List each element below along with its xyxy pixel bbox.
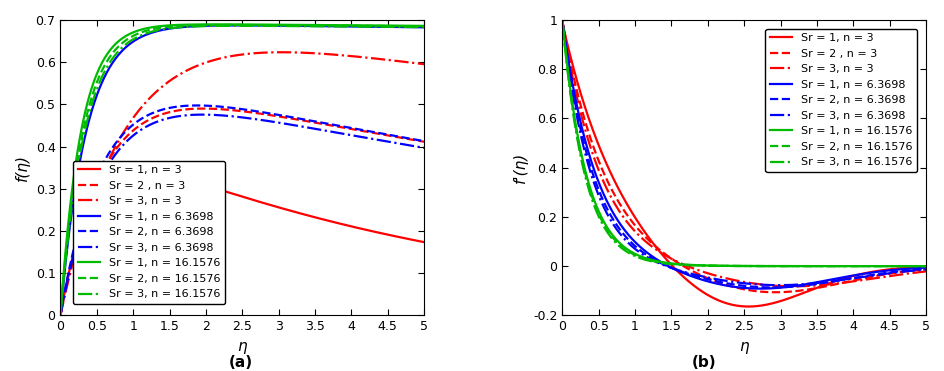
Legend: Sr = 1, n = 3, Sr = 2 , n = 3, Sr = 3, n = 3, Sr = 1, n = 6.3698, Sr = 2, n = 6.: Sr = 1, n = 3, Sr = 2 , n = 3, Sr = 3, n… <box>74 161 225 304</box>
X-axis label: η: η <box>738 339 749 354</box>
X-axis label: η: η <box>237 339 246 354</box>
Y-axis label: f(η): f(η) <box>15 154 30 181</box>
Y-axis label: f'(η): f'(η) <box>512 152 527 183</box>
Text: (a): (a) <box>228 355 253 370</box>
Legend: Sr = 1, n = 3, Sr = 2 , n = 3, Sr = 3, n = 3, Sr = 1, n = 6.3698, Sr = 2, n = 6.: Sr = 1, n = 3, Sr = 2 , n = 3, Sr = 3, n… <box>765 29 916 172</box>
Text: (b): (b) <box>691 355 716 370</box>
